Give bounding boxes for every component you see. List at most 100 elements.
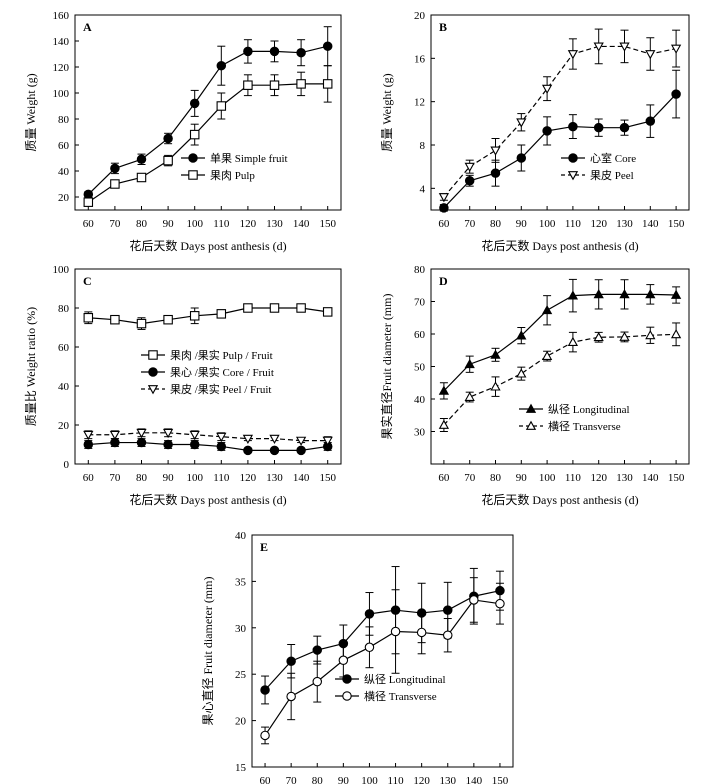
panel-a-series-2 — [83, 65, 333, 207]
y-tick-label: 4 — [420, 183, 426, 195]
data-point — [269, 445, 280, 456]
data-point — [260, 685, 270, 695]
data-point — [286, 656, 296, 666]
legend-marker — [525, 420, 537, 430]
x-tick-label: 100 — [539, 218, 556, 230]
y-tick-label: 20 — [58, 192, 70, 204]
data-point — [83, 312, 94, 323]
x-tick-label: 150 — [668, 218, 685, 230]
data-point — [619, 289, 630, 299]
x-tick-label: 130 — [440, 775, 457, 784]
legend-label: 果心 /果实 Core / Fruit — [170, 365, 274, 379]
data-point — [593, 289, 604, 299]
x-tick-label: 80 — [136, 218, 148, 230]
y-tick-label: 70 — [414, 297, 426, 309]
x-tick-label: 60 — [83, 218, 95, 230]
x-tick-label: 80 — [312, 775, 324, 784]
data-point — [269, 80, 280, 90]
data-point — [541, 350, 553, 361]
panel-c-frame — [74, 268, 342, 465]
y-tick-label: 50 — [414, 362, 426, 374]
x-tick-label: 80 — [490, 218, 502, 230]
panel-b-legend: 心室 Core 果皮 Peel — [561, 151, 636, 182]
data-point — [619, 42, 630, 52]
x-tick-label: 130 — [616, 472, 633, 484]
series-line — [443, 293, 677, 392]
data-point — [83, 197, 94, 207]
y-tick-label: 100 — [53, 88, 70, 100]
data-point — [490, 168, 501, 178]
x-tick-label: 60 — [438, 218, 450, 230]
x-tick-label: 100 — [186, 218, 203, 230]
y-tick-label: 12 — [414, 97, 425, 109]
series-line — [87, 45, 328, 195]
y-tick-label: 8 — [420, 140, 426, 152]
data-point — [390, 626, 401, 637]
x-tick-label: 110 — [213, 218, 230, 230]
x-tick-label: 120 — [590, 218, 607, 230]
y-tick-label: 160 — [53, 10, 70, 22]
y-tick-label: 20 — [58, 420, 70, 432]
data-point — [269, 46, 280, 57]
panel-a-frame — [74, 14, 342, 211]
legend-label: 果肉 Pulp — [210, 169, 255, 182]
y-tick-label: 60 — [58, 140, 70, 152]
x-tick-label: 120 — [240, 218, 257, 230]
x-tick-label: 110 — [565, 472, 582, 484]
y-tick-label: 40 — [235, 530, 247, 542]
data-point — [243, 46, 253, 57]
panel-b: 60 70 80 90 100 110 120 130 140 150 4 8 12 16 20 花后天数 D… — [380, 10, 690, 253]
y-tick-label: 80 — [58, 114, 70, 126]
series-line — [443, 45, 677, 198]
series-line — [443, 93, 677, 209]
legend-label: 心室 Core — [590, 151, 636, 165]
data-point — [242, 434, 254, 444]
panel-a-legend: 单果 Simple fruit 果肉 Pulp — [181, 152, 288, 182]
y-tick-label: 16 — [414, 53, 426, 65]
panel-e-frame — [251, 534, 514, 768]
series-line — [88, 307, 328, 325]
y-tick-label: 140 — [53, 36, 70, 48]
x-tick-label: 70 — [109, 218, 121, 230]
data-point — [567, 336, 579, 347]
x-tick-label: 120 — [590, 472, 607, 484]
data-point — [269, 303, 280, 313]
data-point — [464, 358, 475, 369]
panel-e-series-2 — [260, 577, 505, 745]
x-tick-label: 100 — [361, 775, 378, 784]
series-line — [87, 83, 328, 203]
y-tick-label: 30 — [235, 623, 247, 635]
data-point — [516, 330, 527, 340]
data-point — [269, 434, 280, 444]
panel-e-letter: E — [260, 540, 268, 554]
x-tick-label: 130 — [266, 472, 283, 484]
panel-d-legend: 纵径 Longitudinal 横径 Transverse — [519, 403, 630, 433]
data-point — [490, 349, 501, 359]
data-point — [296, 303, 306, 313]
legend-marker — [568, 153, 578, 163]
legend-marker — [188, 170, 198, 180]
legend-label: 横径 Transverse — [364, 689, 437, 703]
panel-a-ylabel: 质量 Weight (g) — [24, 73, 38, 151]
data-point — [260, 730, 270, 741]
data-point — [163, 314, 173, 325]
x-tick-label: 120 — [413, 775, 430, 784]
data-point — [322, 307, 333, 317]
data-point — [109, 430, 121, 441]
y-tick-label: 100 — [53, 264, 70, 276]
panel-a: 60 70 80 90 100 110 120 130 140 150 20 40 60 80 100 120… — [24, 10, 342, 253]
x-tick-label: 90 — [163, 472, 175, 484]
y-tick-label: 30 — [414, 427, 426, 439]
data-point — [442, 605, 453, 615]
data-point — [619, 122, 630, 133]
panel-e: 60708090100110120130140150152025303540花后… — [201, 530, 514, 784]
panel-a-xlabel: 花后天数 Days post anthesis (d) — [129, 238, 286, 253]
x-tick-label: 70 — [464, 472, 476, 484]
y-tick-label: 20 — [414, 10, 426, 22]
x-tick-label: 90 — [516, 472, 528, 484]
data-point — [438, 385, 450, 395]
panel-b-ylabel: 质量 Weight (g) — [380, 73, 394, 151]
legend-label: 果肉 /果实 Pulp / Fruit — [170, 348, 273, 362]
data-point — [243, 445, 253, 456]
data-point — [338, 655, 349, 666]
